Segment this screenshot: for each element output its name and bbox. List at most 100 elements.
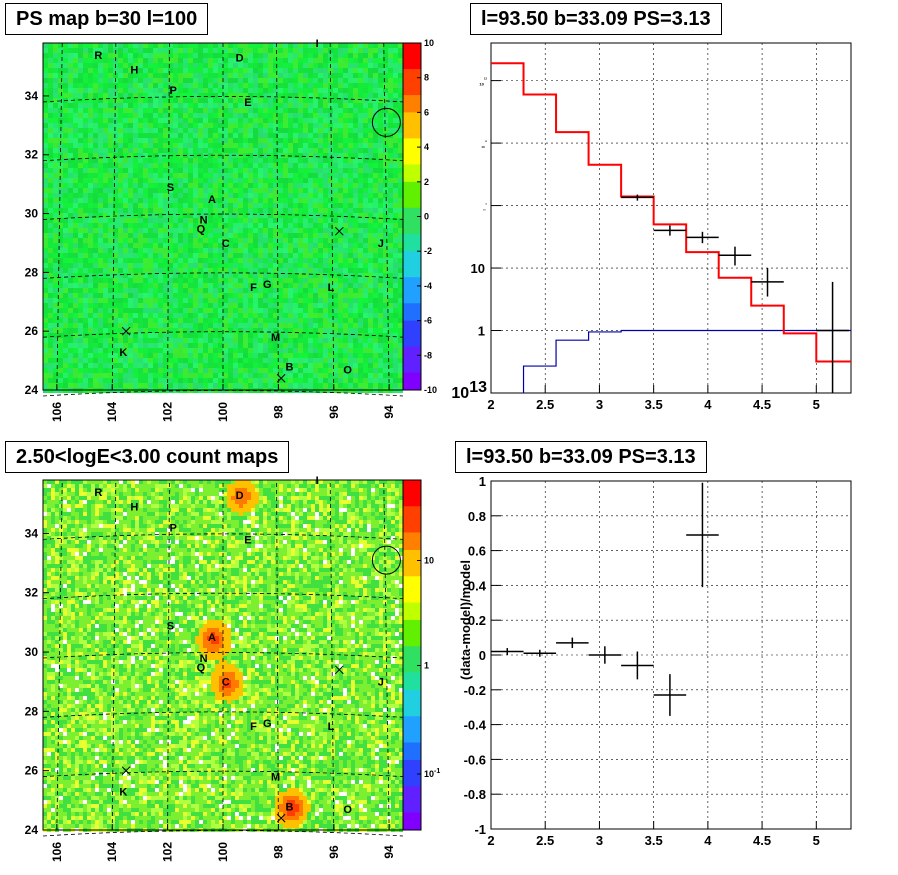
residual-ytick-label: 1 bbox=[479, 474, 486, 489]
ps-map-xtick-label: 106 bbox=[50, 402, 64, 422]
source-label-S: S bbox=[167, 620, 174, 632]
ps-map-xtick-label: 100 bbox=[216, 402, 230, 422]
source-label-B: B bbox=[285, 801, 293, 813]
source-label-D: D bbox=[236, 490, 244, 502]
source-label-F: F bbox=[250, 282, 257, 294]
count-cross-marker bbox=[334, 665, 344, 675]
count-map-gridline-l bbox=[56, 479, 63, 831]
ps-map-xtick-label: 104 bbox=[105, 402, 119, 422]
ps-map-ytick-label: 24 bbox=[25, 383, 39, 397]
count-map-xtick-label: 94 bbox=[382, 845, 396, 859]
source-label-D: D bbox=[236, 53, 244, 65]
residual-ytick-label: 0 bbox=[479, 648, 486, 663]
source-label-A: A bbox=[208, 194, 216, 206]
source-label-M: M bbox=[271, 332, 280, 344]
source-label-L: L bbox=[328, 282, 335, 294]
spectrum-xtick-label: 4 bbox=[704, 397, 712, 412]
spectrum-xtick-label: 5 bbox=[813, 397, 820, 412]
source-label-P: P bbox=[169, 85, 176, 97]
colorbar-tick-label: 1 bbox=[424, 661, 429, 671]
count-map-xtick-label: 100 bbox=[216, 842, 230, 862]
count-map-gridline-l bbox=[383, 479, 390, 831]
source-label-I: I bbox=[316, 38, 319, 50]
ps-map-panel: 106 104 102 100 98 96 94 24 26 28 30 32 34 R H D I P E S ANQ… bbox=[25, 38, 404, 422]
spectrum-ytick-label: 1013 bbox=[451, 379, 487, 402]
colorbar-tick-label: 8 bbox=[424, 73, 429, 83]
ps-map-gridline-l bbox=[383, 42, 390, 391]
residual-y-axis-label: (data-model)/model bbox=[458, 560, 473, 680]
count-map-ytick-label: 26 bbox=[25, 764, 39, 778]
count-map-gridline-l bbox=[167, 479, 170, 831]
colorbar-tick-label: -10 bbox=[424, 385, 437, 395]
count-map-xtick-label: 96 bbox=[327, 845, 341, 859]
source-label-H: H bbox=[130, 64, 138, 76]
residual-ytick-label: -0.2 bbox=[464, 683, 486, 698]
residual-ytick-label: -0.6 bbox=[464, 752, 486, 767]
source-label-O: O bbox=[343, 804, 352, 816]
source-label-G: G bbox=[263, 279, 272, 291]
count-map-xtick-label: 102 bbox=[161, 842, 175, 862]
count-target-circle bbox=[371, 545, 401, 575]
source-label-Q: Q bbox=[197, 223, 206, 235]
source-label-R: R bbox=[94, 487, 102, 499]
source-label-I: I bbox=[316, 475, 319, 487]
count-colorbar: 10 1 10-1 bbox=[402, 479, 440, 831]
count-map-ytick-label: 28 bbox=[25, 704, 39, 718]
colorbar-tick-label: -8 bbox=[424, 350, 432, 360]
residual-panel: 2 2.5 3 3.5 4 4.5 5 1 0.8 0.6 0.4 0.2 0 -0.2 -0.4 -0.6 -… bbox=[458, 474, 852, 848]
count-map-gridline-l bbox=[329, 479, 335, 831]
count-cross-marker bbox=[276, 813, 286, 823]
ps-map-ytick-label: 32 bbox=[25, 148, 39, 162]
ps-map-xtick-label: 102 bbox=[161, 402, 175, 422]
source-label-O: O bbox=[343, 364, 352, 376]
colorbar-tick-label: 10 bbox=[424, 556, 434, 566]
colorbar-tick-label: 0 bbox=[424, 212, 429, 222]
source-label-C: C bbox=[222, 238, 230, 250]
count-map-ytick-label: 34 bbox=[25, 526, 39, 540]
spectrum-ytick-label: 1013 bbox=[481, 141, 487, 149]
residual-ytick-label: 0.4 bbox=[468, 578, 487, 593]
source-label-B: B bbox=[285, 361, 293, 373]
ps-map-gridline-l bbox=[56, 42, 63, 391]
residual-ytick-label: -1 bbox=[474, 822, 486, 837]
count-map-ytick-label: 24 bbox=[25, 823, 39, 837]
ps-map-ytick-label: 34 bbox=[25, 89, 39, 103]
ps-colorbar: 10 8 6 4 2 0 -2 -4 -6 -8 -10 bbox=[402, 38, 437, 395]
ps-map-xtick-label: 96 bbox=[327, 405, 341, 419]
ps-map-gridline-l bbox=[167, 42, 170, 391]
ps-target-circle bbox=[371, 107, 401, 137]
residual-ytick-label: 0.8 bbox=[468, 509, 486, 524]
ps-map-gridline-l bbox=[329, 42, 335, 391]
residual-xtick-label: 2 bbox=[487, 833, 494, 848]
spectrum-xtick-label: 4.5 bbox=[753, 397, 771, 412]
source-label-Q: Q bbox=[197, 662, 206, 674]
residual-xtick-label: 3.5 bbox=[645, 833, 663, 848]
ps-map-xtick-label: 94 bbox=[382, 405, 396, 419]
spectrum-xtick-label: 3 bbox=[596, 397, 603, 412]
spectrum-xtick-label: 3.5 bbox=[645, 397, 663, 412]
residual-xtick-label: 3 bbox=[596, 833, 603, 848]
source-label-E: E bbox=[244, 97, 251, 109]
count-map-xtick-label: 98 bbox=[271, 845, 285, 859]
source-label-M: M bbox=[271, 772, 280, 784]
colorbar-tick-label: 10 bbox=[424, 38, 434, 48]
colorbar-tick-label: -2 bbox=[424, 246, 432, 256]
residual-ytick-label: -0.8 bbox=[464, 787, 486, 802]
spectrum-panel: 2 2.5 3 3.5 4 4.5 5 1 10 bbox=[471, 42, 852, 412]
ps-map-gridline-l bbox=[111, 42, 117, 391]
spectrum-xtick-label: 2 bbox=[487, 397, 494, 412]
colorbar-tick-label: 6 bbox=[424, 107, 429, 117]
ps-map-pixels bbox=[43, 43, 403, 393]
count-map-gridline-l bbox=[276, 479, 279, 831]
residual-xtick-label: 5 bbox=[813, 833, 820, 848]
source-label-K: K bbox=[119, 786, 127, 798]
source-label-K: K bbox=[119, 347, 127, 359]
spectrum-ytick-label: 10 bbox=[471, 261, 485, 276]
colorbar-tick-label: -6 bbox=[424, 316, 432, 326]
count-map-ytick-label: 32 bbox=[25, 586, 39, 600]
residual-xtick-label: 2.5 bbox=[536, 833, 554, 848]
residual-ytick-label: 0.2 bbox=[468, 613, 486, 628]
source-label-N: N bbox=[200, 653, 208, 665]
ps-map-ytick-label: 28 bbox=[25, 265, 39, 279]
